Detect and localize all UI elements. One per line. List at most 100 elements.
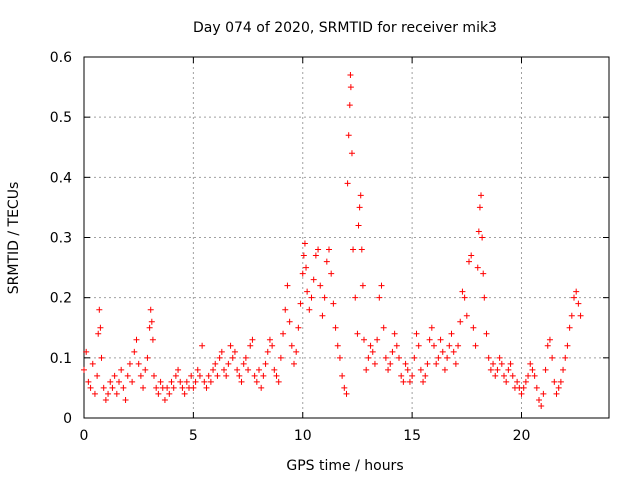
- data-point: [321, 294, 328, 301]
- x-axis-label: GPS time / hours: [286, 458, 403, 474]
- chart-title: Day 074 of 2020, SRMTID for receiver mik…: [193, 20, 497, 36]
- data-point: [490, 360, 497, 367]
- data-point: [557, 378, 564, 385]
- data-point: [183, 378, 190, 385]
- data-point: [492, 372, 499, 379]
- data-point: [251, 372, 258, 379]
- data-point: [164, 384, 171, 391]
- data-point: [359, 282, 366, 289]
- data-point: [179, 384, 186, 391]
- data-point: [448, 330, 455, 337]
- data-point: [334, 342, 341, 349]
- data-point: [301, 240, 308, 247]
- data-point: [531, 372, 538, 379]
- y-tick-label: 0.6: [50, 50, 72, 66]
- data-point: [225, 360, 232, 367]
- data-point: [496, 354, 503, 361]
- data-point: [153, 384, 160, 391]
- data-point: [369, 348, 376, 355]
- x-tick-label: 20: [513, 428, 531, 444]
- data-point: [308, 294, 315, 301]
- data-point: [560, 366, 567, 373]
- data-point: [242, 354, 249, 361]
- data-point: [426, 336, 433, 343]
- data-point: [122, 396, 129, 403]
- data-point: [494, 366, 501, 373]
- data-point: [346, 102, 353, 109]
- data-point: [391, 330, 398, 337]
- data-point: [140, 384, 147, 391]
- data-point: [485, 354, 492, 361]
- data-point: [433, 360, 440, 367]
- data-point: [450, 348, 457, 355]
- data-point: [564, 342, 571, 349]
- data-point: [347, 84, 354, 91]
- data-point: [363, 366, 370, 373]
- data-point: [336, 354, 343, 361]
- data-point: [378, 282, 385, 289]
- data-point: [205, 372, 212, 379]
- y-tick-label: 0.4: [50, 170, 72, 186]
- data-point: [291, 360, 297, 367]
- data-point: [102, 396, 109, 403]
- data-point: [147, 306, 154, 313]
- data-point: [256, 366, 262, 373]
- data-point: [341, 384, 348, 391]
- data-point: [116, 378, 122, 385]
- data-point: [503, 378, 510, 385]
- data-point: [476, 204, 483, 211]
- data-point: [374, 336, 381, 343]
- data-point: [282, 306, 289, 313]
- data-point: [555, 384, 562, 391]
- data-point: [264, 348, 271, 355]
- data-point: [457, 318, 464, 325]
- data-point: [553, 390, 560, 397]
- data-point: [323, 258, 330, 265]
- data-point: [470, 324, 477, 331]
- data-point: [551, 378, 558, 385]
- data-point: [280, 330, 287, 337]
- data-point: [216, 354, 223, 361]
- data-point: [420, 378, 427, 385]
- data-point: [312, 252, 319, 259]
- data-point: [339, 372, 346, 379]
- data-point: [107, 378, 114, 385]
- data-point: [245, 366, 252, 373]
- data-point: [262, 360, 269, 367]
- data-point: [343, 390, 350, 397]
- data-point: [175, 366, 182, 373]
- data-point: [306, 306, 313, 313]
- data-point: [166, 390, 173, 397]
- data-point: [501, 372, 507, 379]
- data-point: [474, 264, 481, 271]
- data-point: [326, 246, 332, 253]
- data-point: [85, 378, 92, 385]
- y-tick-label: 0.3: [50, 231, 72, 247]
- data-point: [568, 312, 575, 319]
- data-point: [238, 378, 245, 385]
- data-point: [295, 324, 302, 331]
- data-point: [111, 372, 118, 379]
- data-point: [109, 384, 116, 391]
- data-point: [413, 330, 420, 337]
- data-point: [310, 276, 317, 283]
- data-point: [546, 336, 553, 343]
- data-point: [481, 294, 488, 301]
- data-point: [194, 366, 201, 373]
- data-point: [247, 342, 254, 349]
- data-point: [330, 300, 337, 307]
- data-point: [571, 294, 577, 301]
- data-point: [126, 360, 133, 367]
- data-point: [168, 378, 175, 385]
- data-point: [157, 378, 164, 385]
- data-point: [161, 396, 168, 403]
- data-point: [240, 360, 247, 367]
- data-point: [525, 372, 532, 379]
- data-point: [435, 354, 442, 361]
- data-point: [577, 312, 584, 319]
- data-point: [196, 372, 203, 379]
- data-point: [319, 312, 326, 319]
- data-point: [177, 378, 184, 385]
- x-tick-label: 5: [189, 428, 198, 444]
- data-point: [328, 270, 335, 277]
